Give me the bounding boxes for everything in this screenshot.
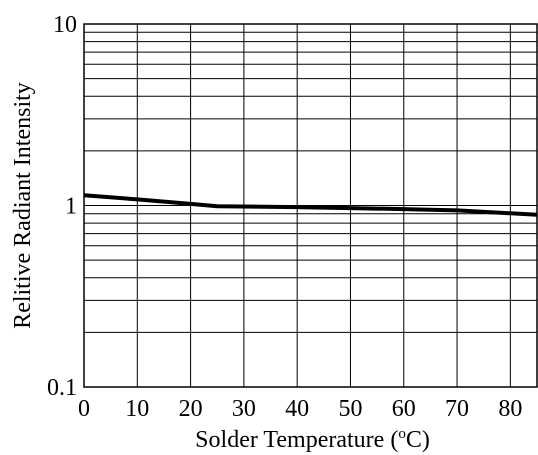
x-tick-label: 20 <box>179 396 203 422</box>
x-tick-label: 40 <box>285 396 309 422</box>
grid-lines <box>84 24 537 387</box>
y-tick-label: 0.1 <box>47 375 77 401</box>
x-tick-label: 30 <box>232 396 256 422</box>
x-tick-label: 0 <box>78 396 90 422</box>
tick-labels: 0 10 20 30 40 50 60 70 80 0.1 1 10 <box>47 12 522 422</box>
x-tick-label: 70 <box>445 396 469 422</box>
plot-frame <box>83 23 538 388</box>
y-tick-label: 10 <box>53 12 77 38</box>
y-axis-title: Relitive Radiant Intensity <box>10 82 36 329</box>
x-axis-title: Solder Temperature (oC) <box>195 426 430 453</box>
series-line <box>83 193 538 217</box>
x-tick-label: 60 <box>392 396 416 422</box>
y-tick-label: 1 <box>65 194 77 220</box>
x-tick-label: 10 <box>125 396 149 422</box>
x-tick-label: 80 <box>498 396 522 422</box>
x-tick-label: 50 <box>338 396 362 422</box>
